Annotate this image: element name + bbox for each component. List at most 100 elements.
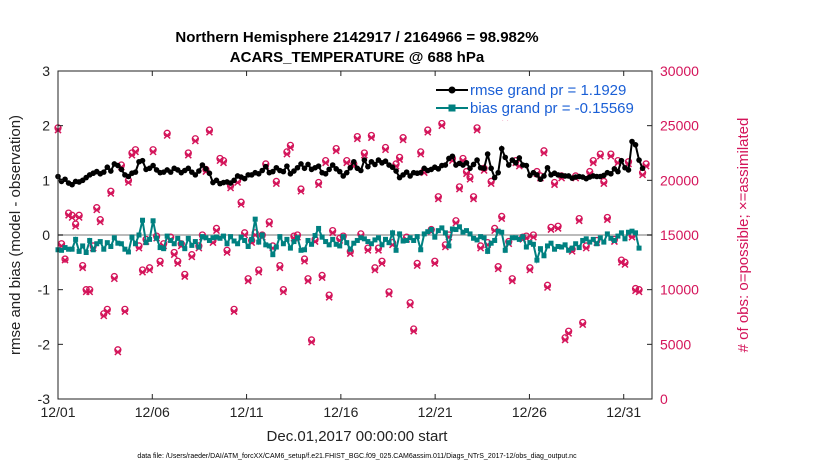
obs-assimilated-marker <box>529 233 537 241</box>
bias-point <box>280 241 286 247</box>
obs-assimilated-marker <box>156 259 164 267</box>
rmse-point <box>488 165 494 172</box>
chart-title-line1: Northern Hemisphere 2142917 / 2164966 = … <box>175 29 538 46</box>
rmse-point <box>407 173 413 179</box>
rmse-point <box>393 168 399 174</box>
bias-point <box>291 239 297 245</box>
obs-assimilated-marker <box>470 195 478 203</box>
rmse-point <box>505 162 512 168</box>
bias-point <box>506 240 512 246</box>
bias-point <box>428 227 434 233</box>
bias-point <box>154 235 160 241</box>
bias-point <box>287 245 293 251</box>
obs-assimilated-marker <box>184 151 192 159</box>
bias-point <box>238 234 244 240</box>
bias-point <box>150 218 156 224</box>
bias-point <box>361 236 367 242</box>
obs-assimilated-marker <box>318 274 326 282</box>
bias-point <box>309 241 315 247</box>
rmse-point <box>192 172 199 178</box>
bias-point <box>509 235 515 241</box>
obs-assimilated-marker <box>191 137 199 145</box>
axes-ticks: 12/01 12/06 12/11 12/16 12/21 12/26 12/31 -3 -2 -… <box>38 63 700 420</box>
obs-assimilated-marker <box>114 348 122 356</box>
x-tick-label: 12/06 <box>135 404 170 420</box>
rmse-point <box>449 153 456 160</box>
rmse-point <box>108 168 114 174</box>
obs-assimilated-marker <box>417 150 425 158</box>
rmse-point <box>185 165 192 172</box>
bias-point <box>513 235 519 241</box>
obs-assimilated-marker <box>107 189 115 197</box>
bias-point <box>224 241 230 247</box>
rmse-point <box>544 164 551 171</box>
obs-assimilated-marker <box>174 259 182 267</box>
obs-assimilated-marker <box>385 290 393 298</box>
bias-point <box>111 235 117 241</box>
bias-point <box>259 232 265 238</box>
bias-point <box>523 244 529 250</box>
rmse-point <box>389 164 396 171</box>
obs-assimilated-marker <box>329 229 337 237</box>
y-tick-label-left: -3 <box>38 391 51 407</box>
obs-assimilated-marker <box>103 308 111 316</box>
bias-point <box>432 234 438 240</box>
rmse-point <box>294 164 301 171</box>
bias-point <box>537 246 543 252</box>
rmse-point <box>534 172 540 178</box>
bias-point <box>284 236 290 242</box>
x-tick-label: 12/16 <box>323 404 358 420</box>
bias-point <box>411 237 417 243</box>
bias-point <box>492 237 498 243</box>
obs-assimilated-marker <box>374 246 382 254</box>
rmse-point <box>118 166 125 173</box>
bias-point <box>252 216 258 222</box>
rmse-point <box>291 168 297 174</box>
rmse-point <box>167 169 174 175</box>
bias-point <box>83 249 89 255</box>
rmse-point <box>326 166 332 173</box>
bias-point <box>397 231 403 237</box>
bias-point <box>87 237 93 243</box>
rmse-point <box>481 165 487 172</box>
obs-assimilated-marker <box>279 288 287 296</box>
bias-point <box>182 246 188 252</box>
rmse-point <box>351 158 357 165</box>
rmse-point <box>336 168 343 175</box>
bias-point <box>273 244 279 250</box>
obs-assimilated-marker <box>600 180 608 188</box>
obs-assimilated-marker <box>86 288 94 296</box>
bias-point <box>157 245 163 251</box>
obs-assimilated-marker <box>244 277 252 285</box>
bias-point <box>164 233 170 239</box>
rmse-point <box>150 162 156 169</box>
bias-point <box>316 225 322 231</box>
bias-point <box>618 230 624 236</box>
obs-assimilated-marker <box>410 327 418 335</box>
x-tick-label: 12/11 <box>230 404 264 420</box>
bias-point <box>210 235 216 241</box>
obs-assimilated-marker <box>121 308 129 316</box>
rmse-point <box>259 167 266 174</box>
bias-point <box>354 237 360 243</box>
obs-assimilated-marker <box>399 136 407 144</box>
rmse-point <box>358 167 364 174</box>
bias-point <box>249 236 255 242</box>
bias-point <box>597 235 603 241</box>
bias-point <box>351 240 357 246</box>
bias-point <box>129 234 135 240</box>
rmse-point <box>343 169 350 176</box>
obs-assimilated-marker <box>477 244 485 252</box>
obs-assimilated-marker <box>378 259 386 267</box>
bias-point <box>192 239 198 245</box>
x-tick-label: 12/31 <box>606 404 641 420</box>
bias-point <box>534 257 540 263</box>
bias-point <box>576 245 582 251</box>
bias-point <box>122 246 128 252</box>
bias-point <box>319 234 325 240</box>
bias-point <box>608 235 614 241</box>
bias-point <box>213 234 219 240</box>
bias-point <box>118 241 124 247</box>
y-tick-label-left: 2 <box>42 118 50 134</box>
bias-point <box>375 235 381 241</box>
